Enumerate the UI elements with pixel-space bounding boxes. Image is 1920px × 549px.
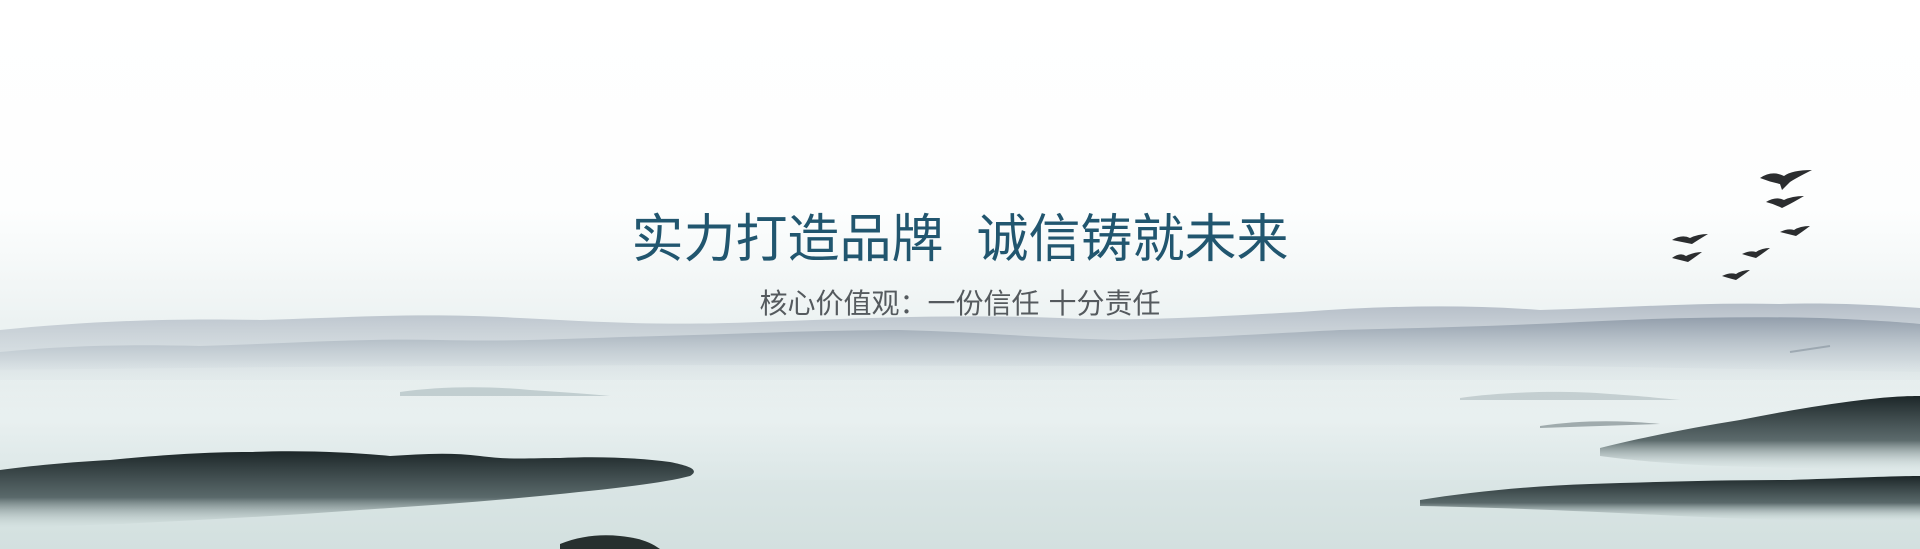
distant-island [1540, 421, 1660, 428]
bird-icon [1672, 252, 1702, 262]
bird-icon [1780, 226, 1810, 236]
right-hills-lower [1420, 476, 1920, 521]
bird-icon [1672, 234, 1708, 244]
distant-island [1460, 391, 1680, 400]
flying-birds-icon [1672, 170, 1812, 280]
bird-icon [1760, 170, 1812, 190]
bird-icon [1722, 270, 1750, 280]
left-hills [0, 451, 694, 528]
bird-icon [1742, 248, 1770, 258]
right-hills-upper [1600, 396, 1920, 470]
hero-subheadline: 核心价值观：一份信任 十分责任 [759, 287, 1161, 320]
bird-icon [1766, 196, 1804, 208]
hero-headline: 实力打造品牌 诚信铸就未来 [631, 210, 1289, 270]
mid-mountains [0, 317, 1920, 372]
tree-clump [560, 535, 660, 549]
distant-island [400, 387, 610, 396]
